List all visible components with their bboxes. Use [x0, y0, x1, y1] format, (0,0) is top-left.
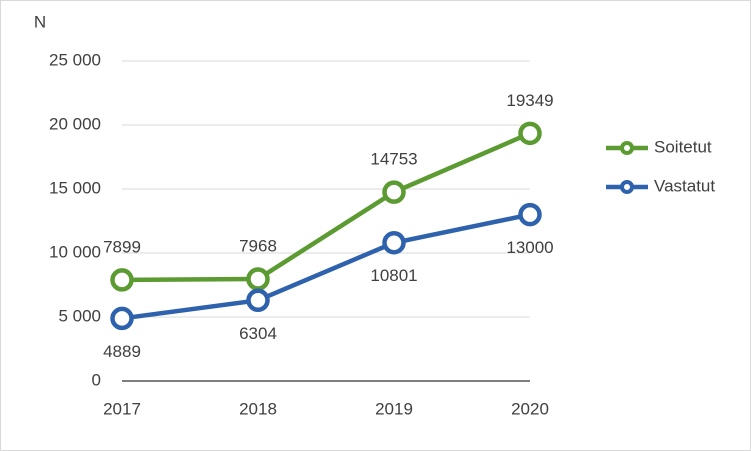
data-label: 6304 — [239, 324, 277, 343]
legend-label: Vastatut — [654, 176, 715, 195]
y-tick-label: 10 000 — [49, 242, 101, 261]
legend-marker — [620, 180, 634, 194]
x-tick-label: 2017 — [103, 399, 141, 418]
data-label: 7968 — [239, 236, 277, 255]
y-tick-label: 20 000 — [49, 114, 101, 133]
data-label: 14753 — [370, 150, 417, 169]
series-line — [121, 131, 531, 283]
y-tick-label: 5 000 — [58, 306, 101, 325]
point-marker — [382, 230, 406, 255]
y-tick-label: 0 — [92, 370, 101, 389]
y-tick-label: 15 000 — [49, 178, 101, 197]
point-marker — [110, 268, 134, 292]
x-tick-label: 2019 — [375, 399, 413, 418]
point-marker — [382, 180, 406, 204]
point-marker — [518, 121, 542, 146]
y-tick-label: 25 000 — [49, 50, 101, 69]
legend-label: Soitetut — [654, 137, 712, 156]
data-label: 19349 — [506, 91, 553, 110]
data-label: 13000 — [506, 238, 553, 257]
x-tick-label: 2018 — [239, 399, 277, 418]
point-marker — [110, 306, 134, 331]
legend-marker — [620, 141, 634, 155]
y-axis-label: N — [34, 12, 46, 31]
data-label: 4889 — [103, 342, 141, 361]
data-label: 10801 — [370, 266, 417, 285]
point-marker — [246, 288, 270, 313]
data-label: 7899 — [103, 237, 141, 256]
x-tick-label: 2020 — [511, 399, 549, 418]
series-line — [121, 212, 531, 321]
point-marker — [246, 267, 270, 291]
point-marker — [518, 202, 542, 227]
